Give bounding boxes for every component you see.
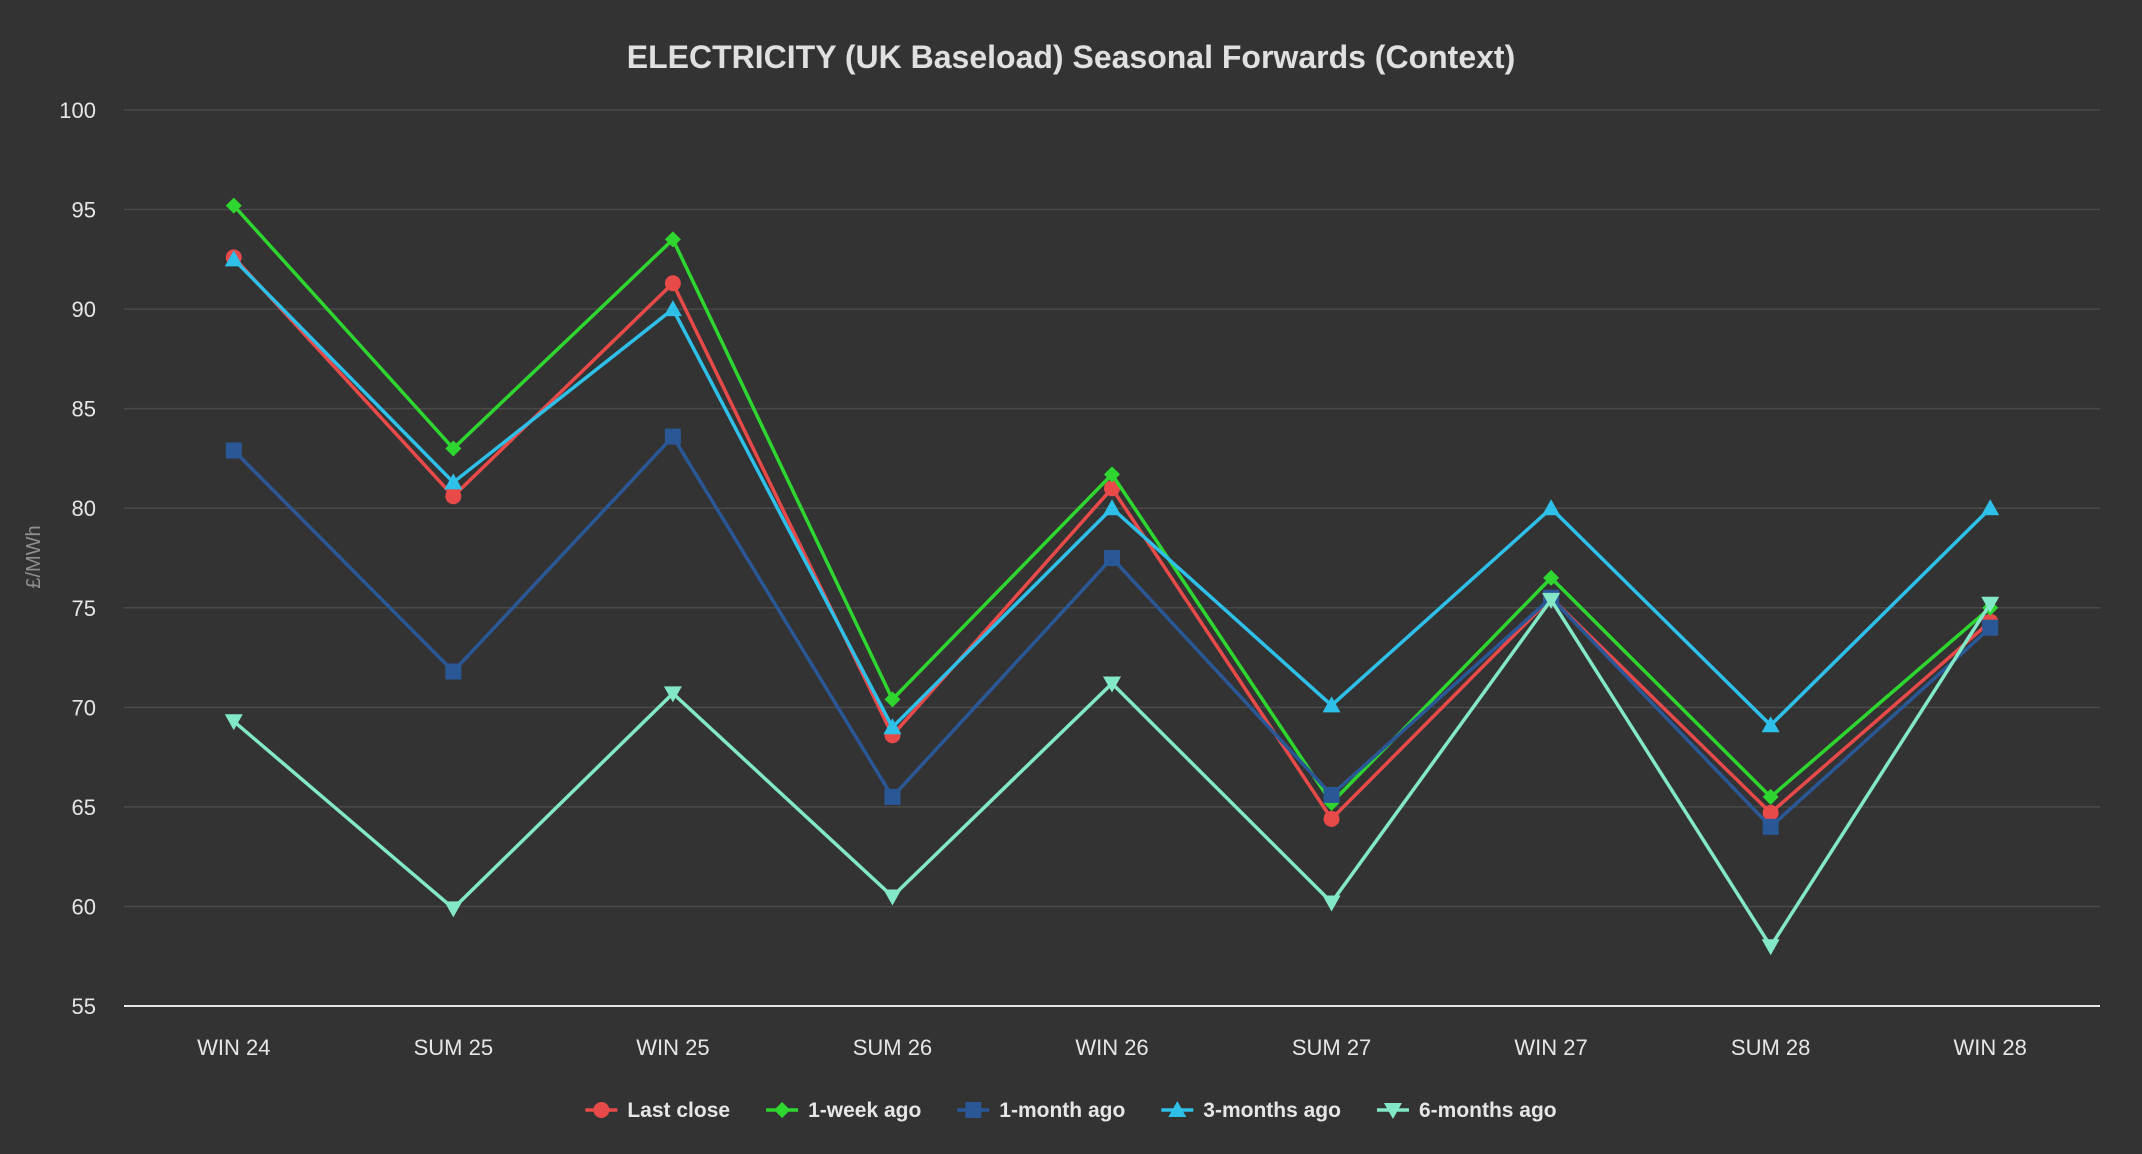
legend-item[interactable]: 3-months ago bbox=[1161, 1099, 1341, 1122]
x-axis-ticks: WIN 24 SUM 25 WIN 25 SUM 26 WIN 26 SUM 27 WIN … bbox=[197, 1035, 2027, 1060]
data-point bbox=[884, 691, 901, 708]
series-line bbox=[232, 596, 1992, 950]
data-point bbox=[884, 788, 901, 805]
data-point bbox=[1323, 810, 1340, 827]
legend-marker bbox=[1383, 1103, 1402, 1119]
data-point bbox=[883, 889, 902, 906]
y-tick-label: 80 bbox=[72, 496, 96, 521]
legend: Last close 1-week ago 1-month ago 3-months … bbox=[585, 1099, 1557, 1122]
legend-label: 6-months ago bbox=[1419, 1099, 1557, 1122]
data-point bbox=[1762, 788, 1779, 805]
series-3 bbox=[224, 250, 2000, 735]
x-tick-label: SUM 26 bbox=[853, 1035, 932, 1060]
data-point bbox=[664, 275, 681, 292]
data-point bbox=[663, 300, 682, 317]
data-point bbox=[1762, 818, 1779, 835]
data-point bbox=[1543, 569, 1560, 586]
data-point bbox=[1762, 804, 1779, 821]
x-tick-label: WIN 24 bbox=[197, 1035, 270, 1060]
series-4 bbox=[224, 592, 2000, 956]
legend-marker bbox=[774, 1102, 791, 1118]
data-point bbox=[1322, 895, 1341, 912]
x-tick-label: SUM 25 bbox=[414, 1035, 493, 1060]
x-tick-label: WIN 26 bbox=[1075, 1035, 1148, 1060]
series-0 bbox=[225, 249, 1999, 827]
data-point bbox=[1981, 499, 2000, 516]
y-tick-label: 85 bbox=[72, 397, 96, 422]
data-point bbox=[1104, 550, 1120, 566]
legend-marker bbox=[965, 1102, 982, 1118]
legend-item[interactable]: 1-month ago bbox=[957, 1099, 1125, 1122]
data-point bbox=[1761, 716, 1780, 733]
data-point bbox=[1981, 596, 2000, 613]
y-tick-label: 70 bbox=[72, 695, 96, 720]
data-point bbox=[883, 718, 902, 735]
data-point bbox=[664, 428, 681, 445]
x-tick-label: WIN 27 bbox=[1514, 1035, 1587, 1060]
legend-marker bbox=[593, 1102, 610, 1118]
y-axis-label: £/MWh bbox=[23, 525, 45, 588]
data-point bbox=[1103, 499, 1121, 516]
data-point bbox=[1322, 696, 1341, 713]
data-point bbox=[224, 714, 243, 731]
legend-label: 3-months ago bbox=[1203, 1099, 1341, 1122]
data-point bbox=[1982, 619, 1999, 636]
data-point bbox=[1104, 480, 1120, 497]
y-tick-label: 100 bbox=[59, 98, 96, 123]
y-tick-label: 55 bbox=[72, 994, 96, 1019]
x-tick-label: SUM 27 bbox=[1292, 1035, 1371, 1060]
y-tick-label: 95 bbox=[72, 198, 96, 223]
data-point bbox=[1103, 676, 1121, 693]
data-point bbox=[1323, 786, 1340, 803]
legend-item[interactable]: Last close bbox=[585, 1099, 730, 1122]
y-tick-label: 60 bbox=[72, 894, 96, 919]
series-group bbox=[224, 197, 2000, 956]
data-point bbox=[225, 442, 242, 459]
series-2 bbox=[225, 428, 1999, 835]
data-point bbox=[445, 663, 462, 680]
data-point bbox=[1542, 499, 1561, 516]
y-tick-label: 75 bbox=[72, 596, 96, 621]
data-point bbox=[663, 686, 682, 703]
data-point bbox=[445, 440, 462, 457]
legend-marker bbox=[1168, 1101, 1187, 1117]
data-point bbox=[225, 197, 242, 214]
y-tick-label: 90 bbox=[72, 297, 96, 322]
data-point bbox=[1542, 592, 1561, 609]
x-tick-label: WIN 25 bbox=[636, 1035, 709, 1060]
legend-item[interactable]: 1-week ago bbox=[766, 1099, 921, 1122]
legend-label: 1-week ago bbox=[808, 1099, 921, 1122]
data-point bbox=[224, 250, 243, 267]
data-point bbox=[1761, 939, 1780, 956]
data-point bbox=[1104, 466, 1120, 483]
data-point bbox=[445, 488, 462, 505]
legend-label: 1-month ago bbox=[999, 1099, 1125, 1122]
x-tick-label: WIN 28 bbox=[1954, 1035, 2027, 1060]
legend-item[interactable]: 6-months ago bbox=[1376, 1099, 1557, 1122]
y-axis-ticks: 55 60 65 70 75 80 85 90 95 100 bbox=[59, 98, 96, 1019]
chart-title: ELECTRICITY (UK Baseload) Seasonal Forwa… bbox=[627, 39, 1515, 75]
data-point bbox=[664, 231, 681, 248]
series-line bbox=[232, 256, 1992, 822]
data-point bbox=[444, 901, 463, 918]
y-tick-label: 65 bbox=[72, 795, 96, 820]
data-point bbox=[444, 473, 463, 490]
legend-label: Last close bbox=[627, 1099, 730, 1122]
x-tick-label: SUM 28 bbox=[1731, 1035, 1810, 1060]
